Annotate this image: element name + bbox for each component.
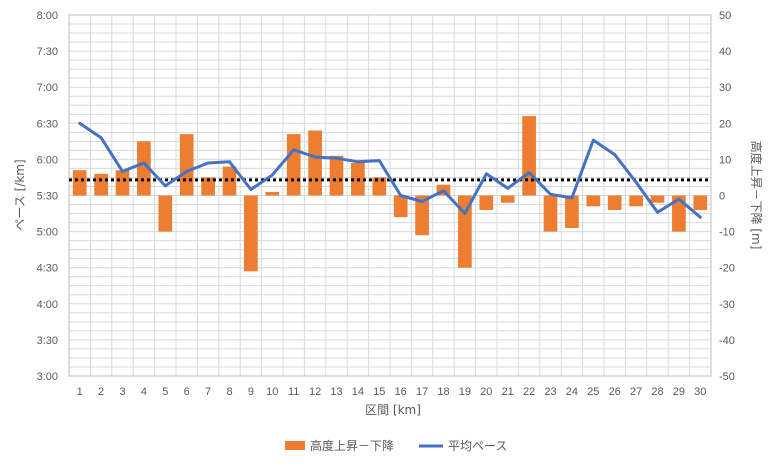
bar [565, 195, 579, 228]
bar [244, 195, 258, 272]
x-tick-label: 18 [437, 386, 449, 398]
bar [672, 195, 686, 232]
x-tick-label: 11 [288, 386, 299, 398]
pace-line [78, 121, 702, 219]
x-tick-label: 17 [416, 386, 428, 398]
x-tick-label: 16 [395, 386, 407, 398]
left-tick-label: 6:00 [37, 154, 58, 166]
x-tick-label: 25 [587, 386, 599, 398]
bar [458, 195, 472, 268]
x-tick-label: 24 [566, 386, 578, 398]
legend-bar-label: 高度上昇－下降 [310, 438, 394, 453]
plot-area-border [68, 14, 712, 377]
x-tick-label: 22 [523, 386, 535, 398]
right-tick-label: 40 [719, 46, 731, 58]
x-tick-label: 2 [98, 386, 104, 398]
legend-bar-swatch [285, 441, 305, 450]
bar [500, 195, 515, 203]
right-tick-label: 10 [719, 154, 731, 166]
bar [265, 191, 280, 196]
bar [522, 116, 536, 196]
right-tick-label: 0 [719, 191, 725, 203]
x-tick-label: 9 [248, 386, 254, 398]
right-axis-ticks: -50 -40 -30 -20 -10 0 10 20 30 40 50 [719, 10, 735, 383]
left-tick-label: 5:30 [37, 191, 58, 203]
bar [607, 195, 622, 210]
bar [115, 170, 130, 196]
bar [372, 177, 387, 196]
right-tick-label: 50 [719, 10, 731, 22]
x-tick-label: 14 [352, 386, 364, 398]
bar [286, 134, 301, 196]
bar [693, 195, 708, 210]
x-tick-label: 6 [184, 386, 190, 398]
bar [650, 195, 665, 203]
x-tick-label: 13 [330, 386, 342, 398]
left-axis-ticks: 3:00 3:30 4:00 4:30 5:00 5:30 6:00 6:30 7:00 7:30… [37, 10, 58, 383]
x-tick-label: 30 [694, 386, 706, 398]
left-tick-label: 4:00 [37, 299, 58, 311]
bar [586, 195, 601, 207]
bar [158, 195, 173, 232]
x-tick-label: 10 [266, 386, 278, 398]
legend: 高度上昇－下降 平均ペース [285, 438, 507, 453]
bar [308, 130, 322, 196]
x-tick-label: 5 [162, 386, 168, 398]
bar [329, 155, 344, 196]
x-tick-label: 27 [630, 386, 642, 398]
bar [179, 134, 194, 196]
horizontal-gridlines [68, 14, 712, 377]
left-tick-label: 3:30 [37, 335, 58, 347]
bar [201, 177, 215, 196]
right-tick-label: -40 [719, 335, 735, 347]
bar [72, 170, 87, 196]
x-tick-label: 19 [459, 386, 471, 398]
left-tick-label: 7:30 [37, 46, 58, 58]
left-tick-label: 5:00 [37, 227, 58, 239]
bar [629, 195, 643, 207]
right-tick-label: -20 [719, 263, 735, 275]
x-tick-label: 29 [673, 386, 685, 398]
x-tick-label: 20 [480, 386, 492, 398]
x-axis-ticks: 1 2 3 4 5 6 7 8 9 10 11 12 13 14 15 16 17 18 19 20 21 22 23 24 2… [77, 386, 707, 398]
x-tick-label: 3 [119, 386, 125, 398]
y-right-axis-title: 高度上昇－下降 [m] [749, 141, 764, 250]
bar [479, 195, 494, 210]
right-tick-label: -10 [719, 227, 735, 239]
left-tick-label: 7:00 [37, 82, 58, 94]
bar [415, 195, 429, 236]
bar [543, 195, 558, 232]
x-tick-label: 7 [205, 386, 211, 398]
x-tick-label: 15 [373, 386, 385, 398]
right-tick-label: 30 [719, 82, 731, 94]
left-tick-label: 6:30 [37, 118, 58, 130]
x-tick-label: 21 [502, 386, 514, 398]
line-series [78, 121, 702, 219]
y-left-axis-title: ペース [/km] [13, 159, 27, 230]
x-tick-label: 26 [609, 386, 621, 398]
right-tick-label: -50 [719, 371, 735, 383]
legend-line-label: 平均ペース [448, 439, 507, 453]
right-tick-label: -30 [719, 299, 735, 311]
left-tick-label: 4:30 [37, 263, 58, 275]
x-tick-label: 1 [77, 386, 83, 398]
x-tick-label: 4 [141, 386, 147, 398]
x-tick-label: 12 [309, 386, 321, 398]
left-tick-label: 8:00 [37, 10, 58, 22]
x-tick-label: 28 [651, 386, 663, 398]
x-tick-label: 8 [226, 386, 232, 398]
bar [222, 166, 237, 196]
right-tick-label: 20 [719, 118, 731, 130]
x-tick-label: 23 [544, 386, 556, 398]
x-axis-title: 区間 [km] [365, 403, 421, 417]
left-tick-label: 3:00 [37, 371, 58, 383]
bar [94, 173, 108, 196]
bar [137, 141, 151, 196]
bar [393, 195, 408, 218]
